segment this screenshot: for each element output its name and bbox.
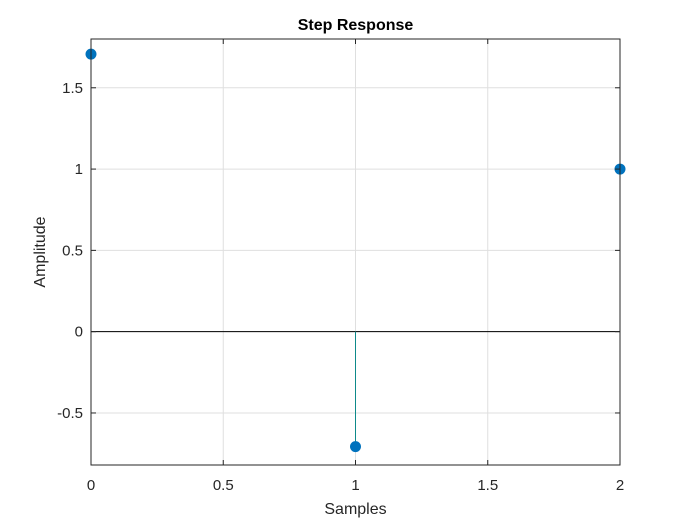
y-tick-label: 1.5 [62,80,83,97]
y-axis-label: Amplitude [32,216,49,287]
x-tick-label: 1 [351,477,359,494]
x-tick-label: 2 [616,477,624,494]
x-tick-label: 0.5 [213,477,234,494]
y-tick-label: 0.5 [62,242,83,259]
data-point-marker [350,441,361,453]
chart-title: Step Response [298,17,414,34]
axis-ticks [90,39,621,465]
y-tick-label: 0 [75,324,83,341]
x-tick-labels: 0 0.5 1 1.5 2 [87,477,624,494]
y-tick-label: 1 [75,161,83,178]
x-tick-label: 1.5 [477,477,498,494]
x-tick-label: 0 [87,477,95,494]
x-axis-label: Samples [324,501,386,518]
y-tick-labels: -0.5 0 0.5 1 1.5 [57,80,83,422]
y-tick-label: -0.5 [57,405,83,422]
